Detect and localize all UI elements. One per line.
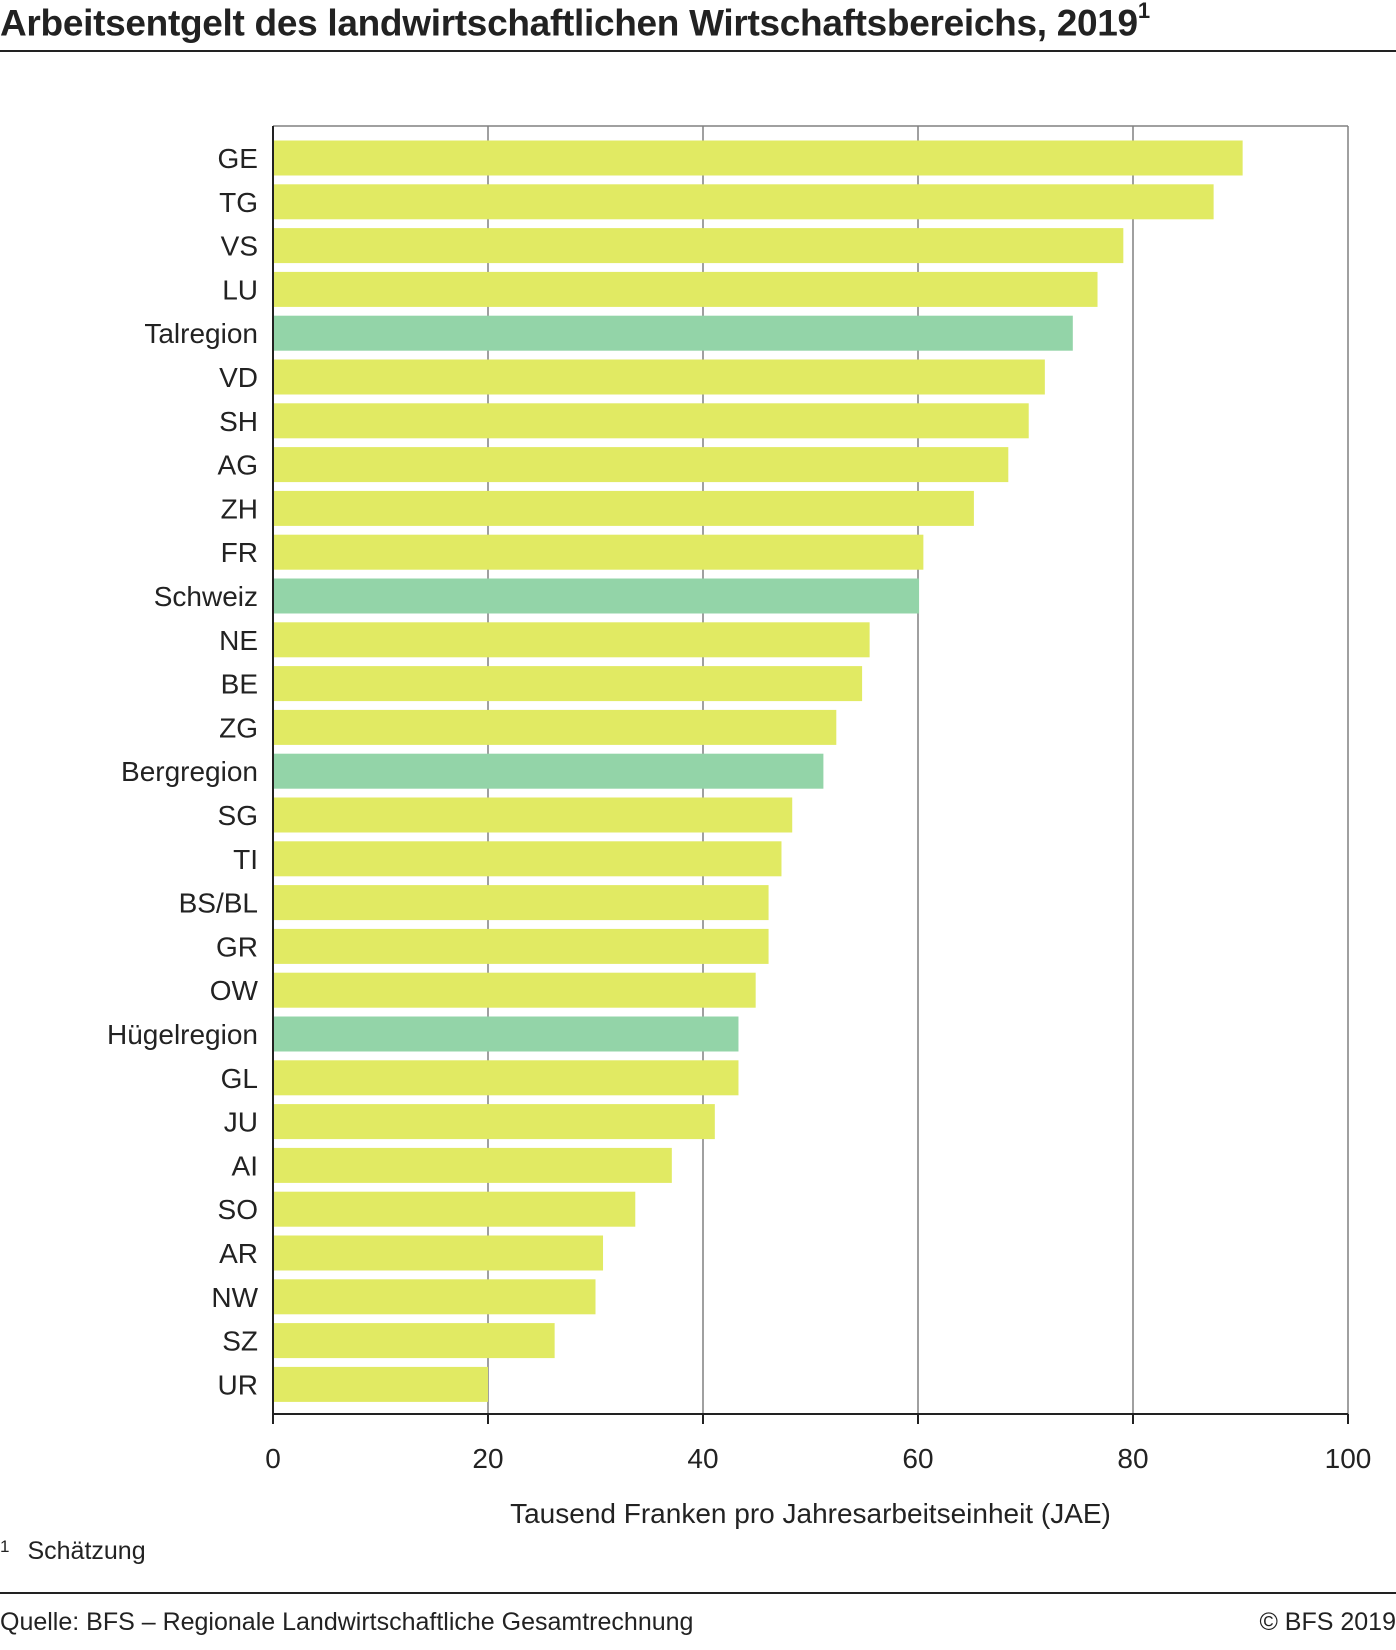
bar-so [273, 1191, 636, 1227]
bar-bs-bl [273, 885, 769, 921]
bar-ar [273, 1235, 604, 1271]
chart-title: Arbeitsentgelt des landwirtschaftlichen … [0, 0, 1150, 44]
x-tick-label: 40 [687, 1443, 718, 1474]
category-label: Schweiz [154, 581, 258, 612]
footnote: 1 Schätzung [0, 1537, 146, 1566]
category-label: SH [219, 406, 258, 437]
category-label: GE [218, 143, 258, 174]
bar-vd [273, 359, 1045, 395]
bar-bergregion [273, 753, 824, 789]
footnote-text: Schätzung [27, 1537, 146, 1565]
x-tick-label: 20 [472, 1443, 503, 1474]
footer-rule [0, 1592, 1396, 1594]
bar-ow [273, 972, 756, 1008]
bar-schweiz [273, 578, 920, 614]
bar-gr [273, 928, 769, 964]
category-label: JU [224, 1107, 258, 1138]
category-label: OW [210, 975, 259, 1006]
category-label: TG [219, 187, 258, 218]
category-label: GR [216, 931, 258, 962]
copyright-note: © BFS 2019 [1259, 1608, 1396, 1636]
bar-nw [273, 1279, 596, 1315]
category-label: BS/BL [179, 888, 258, 919]
category-label: BE [221, 669, 258, 700]
bar-sh [273, 403, 1029, 439]
title-rule [0, 50, 1396, 52]
source-note: Quelle: BFS – Regionale Landwirtschaftli… [0, 1608, 694, 1636]
bar-ai [273, 1147, 672, 1183]
x-tick-label: 60 [902, 1443, 933, 1474]
bar-ur [273, 1366, 488, 1402]
category-label: AG [218, 450, 258, 481]
x-tick-label: 100 [1325, 1443, 1372, 1474]
bar-ag [273, 447, 1009, 483]
x-axis-title: Tausend Franken pro Jahresarbeitseinheit… [510, 1498, 1111, 1529]
category-label: Talregion [144, 318, 258, 349]
chart-title-text: Arbeitsentgelt des landwirtschaftlichen … [0, 2, 1138, 44]
footnote-mark: 1 [0, 1537, 10, 1556]
bar-ju [273, 1104, 715, 1140]
category-label: AR [219, 1238, 258, 1269]
x-tick-label: 0 [265, 1443, 281, 1474]
category-label: GL [221, 1063, 258, 1094]
bar-ti [273, 841, 782, 877]
bar-ge [273, 140, 1243, 176]
category-label: VD [219, 362, 258, 393]
category-label: LU [222, 274, 258, 305]
title-footnote-mark: 1 [1137, 0, 1150, 23]
category-label: AI [232, 1150, 258, 1181]
category-label: ZH [221, 493, 258, 524]
bar-gl [273, 1060, 739, 1096]
category-label: ZG [219, 712, 258, 743]
bar-h-gelregion [273, 1016, 739, 1052]
bar-zh [273, 490, 974, 526]
category-label: SG [218, 800, 258, 831]
bar-sg [273, 797, 793, 833]
category-label: TI [233, 844, 258, 875]
category-label: Hügelregion [107, 1019, 258, 1050]
bar-lu [273, 271, 1098, 307]
category-label: FR [221, 537, 258, 568]
bar-vs [273, 228, 1124, 264]
category-label: NE [219, 625, 258, 656]
category-label: UR [218, 1369, 258, 1400]
category-label: SZ [222, 1326, 258, 1357]
category-label: NW [211, 1282, 258, 1313]
bar-talregion [273, 315, 1073, 351]
bar-chart: GE TG VS LU Talregion VD SH AG ZH FR Schweiz NE BE ZG… [107, 125, 1372, 1529]
x-tick-label: 80 [1117, 1443, 1148, 1474]
bar-zg [273, 709, 837, 745]
bar-tg [273, 184, 1214, 220]
category-label: SO [218, 1194, 258, 1225]
bar-fr [273, 534, 924, 570]
bar-ne [273, 622, 870, 658]
category-label: Bergregion [121, 756, 258, 787]
bar-be [273, 666, 863, 702]
category-label: VS [221, 231, 258, 262]
bar-sz [273, 1323, 555, 1359]
